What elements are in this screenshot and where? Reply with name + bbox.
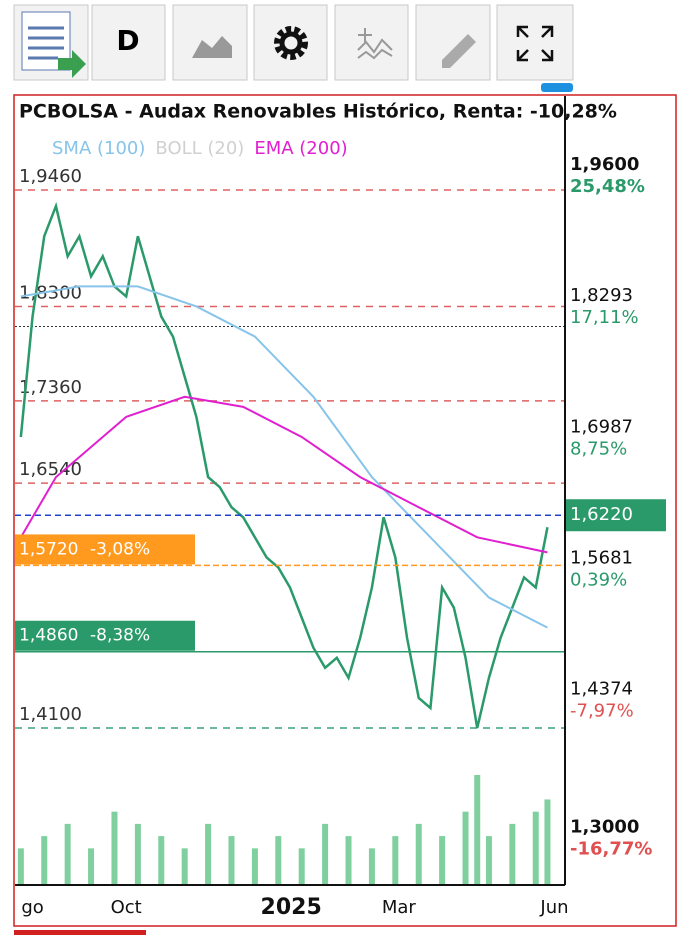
draw-button[interactable] <box>415 4 491 81</box>
volume-bar <box>158 836 165 885</box>
legend-entry: EMA (200) <box>254 138 347 159</box>
level-label: 1,8300 <box>19 282 82 303</box>
order-price: 1,5720 <box>19 539 78 559</box>
legend-entry: SMA (100) <box>52 138 145 159</box>
period-button[interactable] <box>91 4 166 81</box>
volume-bar <box>439 836 446 885</box>
axis-price: 1,9600 <box>570 154 639 175</box>
indicator-icon <box>357 28 393 60</box>
level-label: 1,4100 <box>19 704 82 725</box>
volume-bar <box>134 823 141 885</box>
volume-bar <box>368 848 375 885</box>
plot: 1,9460 1,8300 1,7360 1,6540 1,4100 1,5720 -3,0… <box>15 96 666 920</box>
volume-bar <box>205 823 212 885</box>
level-label: 1,7360 <box>19 377 82 398</box>
axis-change: 17,11% <box>570 307 639 328</box>
chart-type-button[interactable] <box>172 4 248 81</box>
level-label: 1,9460 <box>19 166 82 187</box>
x-tick-label: Jun <box>539 897 568 918</box>
chart-frame <box>13 94 677 927</box>
volume-bar <box>251 848 258 885</box>
volume-bar <box>17 848 24 885</box>
arrow-icon <box>58 50 86 78</box>
axis-change: -16,77% <box>570 838 652 859</box>
order-change: -3,08% <box>90 539 150 559</box>
axis-price: 1,6987 <box>570 416 633 437</box>
order-change: -8,38% <box>90 626 150 646</box>
doc-lines <box>28 26 64 60</box>
axis-change: 0,39% <box>570 569 627 590</box>
volume-bar <box>345 836 352 885</box>
volume-bar <box>392 836 399 885</box>
volume-bar <box>474 775 481 885</box>
indicators-button[interactable] <box>334 4 409 81</box>
order-box <box>15 620 195 651</box>
volume-bar <box>462 811 469 885</box>
order-price: 1,4860 <box>19 626 78 646</box>
axis-change: 25,48% <box>570 176 645 197</box>
axis-price: 1,4374 <box>570 679 633 700</box>
legend-entry: BOLL (20) <box>155 138 244 159</box>
volume-bar <box>111 811 118 885</box>
tab-indicator <box>541 83 573 92</box>
level-label: 1,6540 <box>19 459 82 480</box>
volume-bar <box>544 799 551 885</box>
period-label: D <box>116 24 139 57</box>
volume-bar <box>228 836 235 885</box>
axis-change: -7,97% <box>570 701 634 722</box>
gear-icon <box>274 26 308 60</box>
volume-bar <box>41 836 48 885</box>
series-line <box>20 285 548 629</box>
series-line <box>19 395 548 554</box>
volume-bar <box>532 811 539 885</box>
settings-button[interactable] <box>253 4 328 81</box>
current-box <box>565 499 666 532</box>
volume-bar <box>509 823 516 885</box>
bottom-tab <box>14 930 146 935</box>
volume-bar <box>275 836 282 885</box>
volume-bar <box>181 848 188 885</box>
current-label: 1,6220 <box>570 504 633 525</box>
volume-bar <box>322 823 329 885</box>
volume-bar <box>485 836 492 885</box>
toolbar: D <box>13 4 574 92</box>
fullscreen-button[interactable] <box>496 4 574 81</box>
axis-price: 1,3000 <box>570 816 639 837</box>
volume-bar <box>64 823 71 885</box>
pencil-icon <box>442 34 476 68</box>
volume-bar <box>88 848 95 885</box>
axis-change: 8,75% <box>570 438 627 459</box>
volume-bar <box>298 848 305 885</box>
axis-price: 1,5681 <box>570 547 633 568</box>
x-tick-label: Mar <box>382 897 417 918</box>
order-box <box>15 534 195 565</box>
axis-price: 1,8293 <box>570 285 633 306</box>
chart-title: PCBOLSA - Audax Renovables Histórico, Re… <box>19 101 617 123</box>
area-icon <box>192 36 232 58</box>
expand-icon <box>516 25 554 62</box>
gear-core <box>279 31 303 55</box>
x-tick-label: 2025 <box>261 895 322 920</box>
volume-bar <box>415 823 422 885</box>
x-tick-label: Oct <box>111 897 142 918</box>
x-tick-label: go <box>21 897 43 918</box>
series-line <box>19 201 549 729</box>
